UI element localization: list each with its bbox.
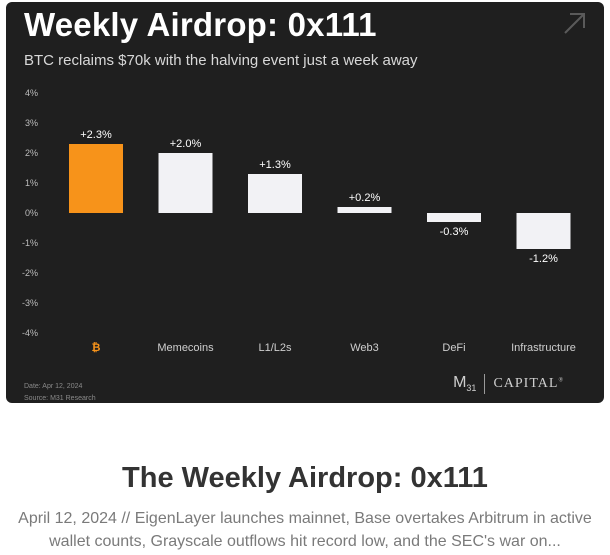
x-tick-label: Infrastructure xyxy=(511,342,576,354)
footer-date: Date: Apr 12, 2024 xyxy=(24,383,83,390)
logo-divider xyxy=(484,374,486,394)
m31-capital-logo: M31 CAPITAL® xyxy=(453,374,564,394)
bar xyxy=(516,213,571,249)
y-tick-label: 2% xyxy=(25,148,38,158)
y-tick-label: -1% xyxy=(22,238,38,248)
y-tick-label: -4% xyxy=(22,328,38,338)
data-label: +2.0% xyxy=(170,138,202,150)
footer-source: Source: M31 Research xyxy=(24,395,96,402)
article-summary: April 12, 2024 // EigenLayer launches ma… xyxy=(18,510,592,550)
x-tick-label: Web3 xyxy=(350,342,379,354)
y-tick-label: 4% xyxy=(25,88,38,98)
chart-title: Weekly Airdrop: 0x111 xyxy=(24,6,377,43)
article-title[interactable]: The Weekly Airdrop: 0x111 xyxy=(122,462,488,494)
bar-chart: 4% 3% 2% 1% 0% -1% -2% -3% -4% +2.3% ₿ +2.0% Memecoi… xyxy=(22,88,576,354)
y-tick-label: -3% xyxy=(22,298,38,308)
bar xyxy=(69,144,123,213)
logo-capital: CAPITAL® xyxy=(493,376,564,391)
x-tick-label: L1/L2s xyxy=(258,342,292,354)
data-label: +2.3% xyxy=(80,129,112,141)
logo-m31: M31 xyxy=(453,374,477,394)
x-tick-label: DeFi xyxy=(442,342,465,354)
chart-subtitle: BTC reclaims $70k with the halving event… xyxy=(24,52,418,69)
arrow-up-right-icon[interactable] xyxy=(562,10,588,36)
y-tick-label: -2% xyxy=(22,268,38,278)
bar xyxy=(337,207,392,213)
x-tick-label: Memecoins xyxy=(157,342,214,354)
y-tick-label: 0% xyxy=(25,208,38,218)
data-label: -0.3% xyxy=(440,226,469,238)
bar xyxy=(248,174,302,213)
bar xyxy=(427,213,481,222)
bitcoin-icon: ₿ xyxy=(92,342,101,354)
data-label: +1.3% xyxy=(259,159,291,171)
chart-card: Weekly Airdrop: 0x111 BTC reclaims $70k … xyxy=(6,2,604,403)
y-tick-label: 3% xyxy=(25,118,38,128)
data-label: -1.2% xyxy=(529,253,558,265)
data-label: +0.2% xyxy=(349,192,381,204)
bar xyxy=(158,153,213,213)
y-tick-label: 1% xyxy=(25,178,38,188)
